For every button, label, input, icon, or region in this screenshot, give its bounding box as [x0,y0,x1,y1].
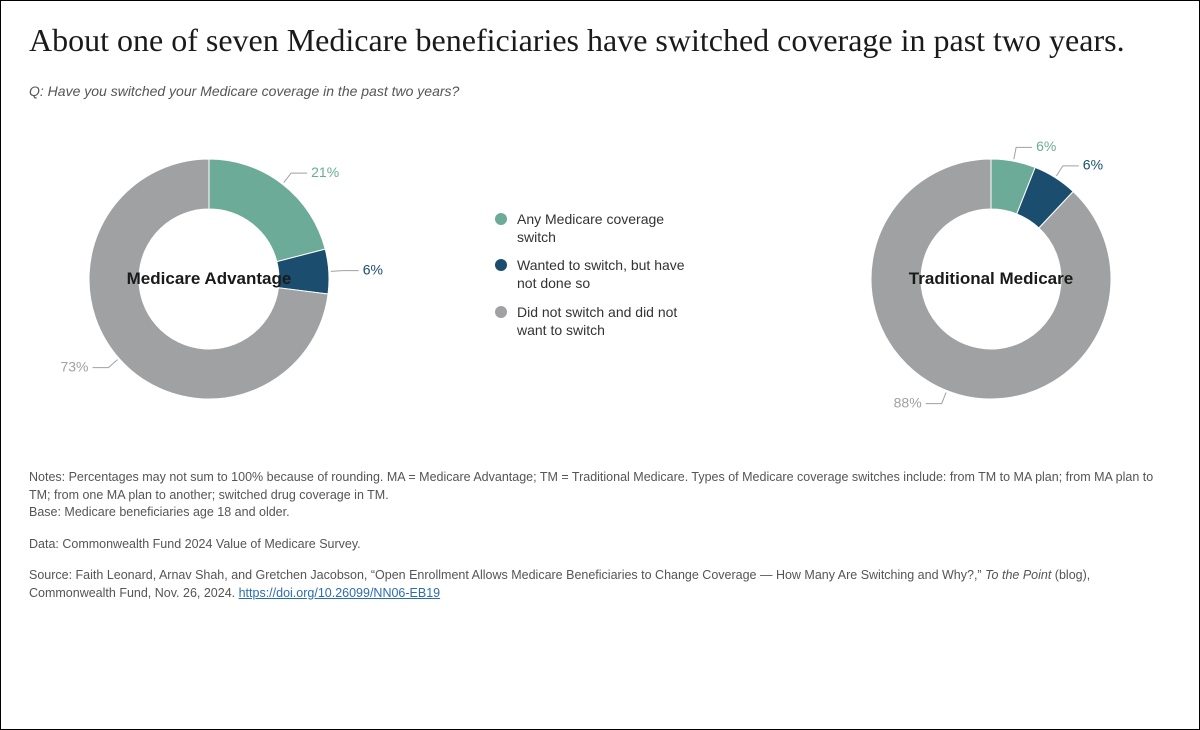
legend-swatch-icon [495,213,507,225]
chart-center-label-1: Traditional Medicare [909,269,1073,289]
legend-swatch-icon [495,306,507,318]
leader-line [331,271,359,272]
leader-line [926,393,946,404]
legend-item: Any Medicare coverage switch [495,210,705,246]
footer-source: Source: Faith Leonard, Arnav Shah, and G… [29,567,1171,602]
legend-label: Wanted to switch, but have not done so [517,256,705,292]
slice-label: 6% [363,262,383,278]
slice-label: 73% [60,359,88,375]
legend-label: Did not switch and did not want to switc… [517,303,705,339]
chart-traditional-medicare: 6% 6% 88% Traditional Medicare [811,119,1171,439]
slice-label: 21% [311,164,339,180]
donut-slice [209,159,325,262]
footer-notes-block: Notes: Percentages may not sum to 100% b… [29,469,1171,602]
chart-medicare-advantage: 21% 6% 73% Medicare Advantage [29,119,389,439]
source-link[interactable]: https://doi.org/10.26099/NN06-EB19 [239,586,441,600]
leader-line [1056,166,1078,176]
charts-row: 21% 6% 73% Medicare Advantage Any Medicare… [29,109,1171,449]
leader-line [284,174,307,183]
legend: Any Medicare coverage switch Wanted to sw… [495,210,705,349]
legend-item: Did not switch and did not want to switc… [495,303,705,339]
leader-line [1014,148,1032,160]
legend-item: Wanted to switch, but have not done so [495,256,705,292]
slice-label: 6% [1036,138,1056,154]
slice-label: 6% [1083,157,1103,173]
footer-notes: Notes: Percentages may not sum to 100% b… [29,469,1171,522]
slice-label: 88% [894,395,922,411]
chart-title: About one of seven Medicare beneficiarie… [29,21,1171,59]
legend-label: Any Medicare coverage switch [517,210,705,246]
leader-line [92,360,117,368]
survey-question: Q: Have you switched your Medicare cover… [29,83,1171,99]
chart-center-label-0: Medicare Advantage [127,269,292,289]
footer-data: Data: Commonwealth Fund 2024 Value of Me… [29,536,1171,554]
legend-swatch-icon [495,259,507,271]
